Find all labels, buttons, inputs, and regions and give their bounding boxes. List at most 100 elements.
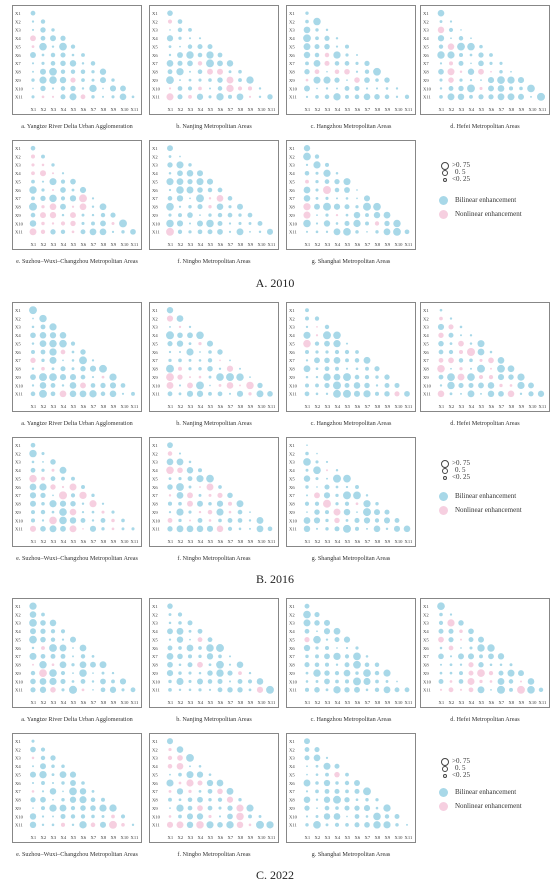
x-tick-label: X2 <box>178 242 184 247</box>
y-tick-label: X6 <box>152 53 158 58</box>
x-tick-label: X4 <box>61 700 67 705</box>
x-tick-label: X3 <box>188 539 194 544</box>
bilinear-bubble <box>29 306 37 315</box>
nonlinear-bubble <box>41 366 45 371</box>
bilinear-bubble <box>99 804 107 812</box>
bilinear-bubble <box>315 477 319 481</box>
y-tick-label: X6 <box>423 350 429 355</box>
bilinear-bubble <box>166 76 174 84</box>
y-tick-label: X11 <box>423 688 431 693</box>
nonlinear-bubble <box>208 519 212 522</box>
bilinear-bubble <box>303 51 311 59</box>
nonlinear-bubble <box>507 390 515 398</box>
y-tick-label: X7 <box>289 493 295 498</box>
bilinear-bubble <box>458 36 464 41</box>
bilinear-bubble <box>217 687 223 693</box>
bilinear-bubble <box>438 678 444 684</box>
nonlinear-bubble <box>468 687 474 693</box>
bilinear-bubble <box>71 680 75 683</box>
x-tick-label: X11 <box>405 835 413 840</box>
bilinear-bubble <box>335 469 339 472</box>
bilinear-bubble <box>315 789 319 794</box>
nonlinear-bubble <box>70 220 76 227</box>
bilinear-bubble <box>61 638 65 641</box>
x-tick-label: X2 <box>315 835 321 840</box>
bilinear-bubble <box>131 391 135 396</box>
x-tick-label: X8 <box>375 107 381 112</box>
bilinear-bubble <box>217 678 223 684</box>
bilinear-bubble <box>356 511 358 513</box>
x-tick-label: X9 <box>519 700 525 705</box>
bilinear-bubble <box>178 392 182 396</box>
bilinear-bubble <box>437 602 445 611</box>
y-tick-label: X6 <box>289 646 295 651</box>
bilinear-bubble <box>177 229 183 234</box>
bilinear-bubble <box>196 331 204 340</box>
bilinear-bubble <box>459 671 463 676</box>
bilinear-bubble <box>323 813 331 820</box>
x-tick-label: X4 <box>469 107 475 112</box>
bilinear-bubble <box>81 781 85 785</box>
bilinear-bubble <box>51 764 55 769</box>
x-tick-label: X1 <box>168 242 174 247</box>
bilinear-bubble <box>40 747 46 752</box>
bilinear-bubble <box>176 161 184 169</box>
bilinear-bubble <box>373 525 381 533</box>
bilinear-bubble <box>40 653 46 659</box>
bilinear-bubble <box>70 178 76 185</box>
x-tick-label: X2 <box>178 539 184 544</box>
y-tick-label: X1 <box>289 11 295 16</box>
bilinear-bubble <box>176 788 184 795</box>
y-tick-label: X6 <box>289 485 295 490</box>
bilinear-bubble <box>81 502 85 505</box>
bilinear-bubble <box>334 77 340 83</box>
bilinear-bubble <box>487 77 495 84</box>
bilinear-bubble <box>51 510 55 514</box>
nonlinear-bubble <box>305 179 309 184</box>
nonlinear-bubble <box>49 211 57 219</box>
bilinear-bubble <box>324 94 330 100</box>
x-tick-label: X9 <box>111 242 117 247</box>
nonlinear-bubble <box>439 316 443 321</box>
bilinear-bubble <box>41 815 45 818</box>
x-tick-label: X5 <box>345 107 351 112</box>
x-tick-label: X9 <box>248 242 254 247</box>
bilinear-bubble <box>79 356 87 365</box>
y-tick-label: X5 <box>152 476 158 481</box>
nonlinear-bubble <box>187 500 193 507</box>
bilinear-bubble <box>81 510 85 514</box>
nonlinear-bubble <box>437 364 445 373</box>
y-tick-label: X3 <box>152 163 158 168</box>
bilinear-bubble <box>364 382 370 389</box>
bilinear-bubble <box>40 763 46 770</box>
nonlinear-bubble <box>168 494 172 497</box>
bilinear-bubble <box>305 95 309 98</box>
bilinear-bubble <box>383 517 391 524</box>
bilinear-bubble <box>363 93 371 101</box>
panel-2016-g: X1 X1 X2 X2 X3 X3 X4 X4 X5 X5 X6 X6 X7 X7 X8 X8 X9 X9 X10 X… <box>286 437 416 547</box>
bilinear-bubble <box>315 646 319 650</box>
bilinear-bubble <box>70 44 76 49</box>
bilinear-bubble <box>315 383 319 388</box>
nonlinear-bubble <box>303 339 311 348</box>
bilinear-bubble <box>167 661 173 668</box>
x-tick-label: X4 <box>198 539 204 544</box>
panel-2016-d: X1 X1 X2 X2 X3 X3 X4 X4 X5 X5 X6 X6 X7 X7 X8 X8 X9 X9 X10 X… <box>420 302 550 412</box>
bilinear-bubble <box>256 390 264 398</box>
bilinear-bubble <box>91 680 95 683</box>
bilinear-bubble <box>81 213 85 217</box>
bilinear-bubble <box>188 629 192 633</box>
bilinear-bubble <box>226 60 234 67</box>
y-tick-label: X4 <box>152 171 158 176</box>
bilinear-bubble <box>393 227 401 236</box>
y-tick-label: X5 <box>289 179 295 184</box>
legend-bilinear-label: Bilinear enhancement <box>455 788 517 796</box>
nonlinear-bubble <box>218 384 222 387</box>
bilinear-bubble <box>507 76 515 84</box>
bilinear-bubble <box>343 636 351 643</box>
x-tick-label: X9 <box>111 835 117 840</box>
bilinear-bubble <box>176 627 184 635</box>
bilinear-bubble <box>216 373 224 381</box>
y-tick-label: X2 <box>15 316 21 321</box>
bilinear-bubble <box>168 155 172 158</box>
